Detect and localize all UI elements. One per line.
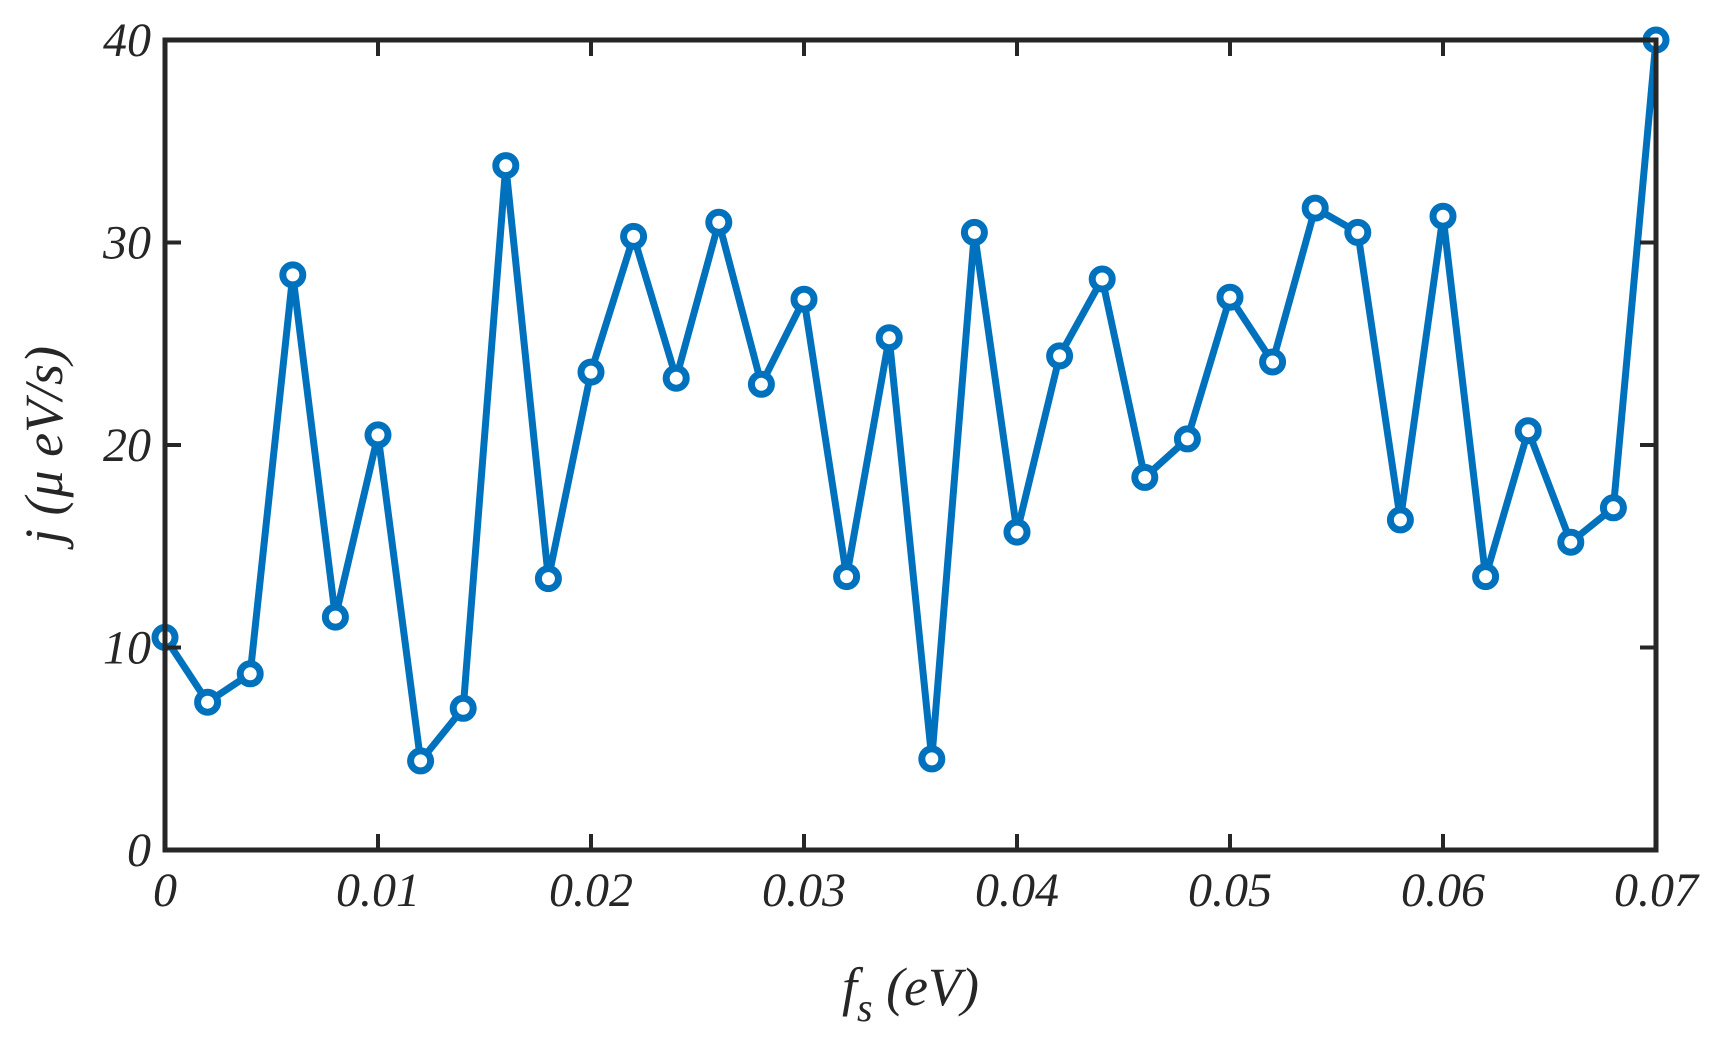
data-point <box>1599 494 1627 522</box>
data-point <box>449 694 477 722</box>
x-tick-label: 0.04 <box>975 864 1059 917</box>
y-tick-label: 10 <box>103 622 151 675</box>
data-point <box>492 152 520 180</box>
data-point <box>1472 563 1500 591</box>
x-tick-label: 0.05 <box>1188 864 1272 917</box>
data-point <box>662 364 690 392</box>
data-point <box>620 222 648 250</box>
x-tick-label: 0.01 <box>336 864 420 917</box>
data-point <box>1429 202 1457 230</box>
axes: 0 0.01 0.02 0.03 0.04 0.05 0.06 0.07 0 10 20 30 40 <box>102 14 1700 917</box>
x-tick-label: 0.07 <box>1614 864 1700 917</box>
data-point <box>833 563 861 591</box>
data-point <box>790 285 818 313</box>
data-point <box>1557 528 1585 556</box>
data-point <box>960 218 988 246</box>
data-point <box>194 688 222 716</box>
data-point <box>1514 417 1542 445</box>
plot-area <box>151 26 1670 775</box>
data-point <box>364 421 392 449</box>
data-point <box>534 565 562 593</box>
data-point <box>1344 218 1372 246</box>
x-axis-label: fs (eV) <box>842 957 979 1030</box>
data-point <box>875 324 903 352</box>
data-point <box>747 370 775 398</box>
data-point <box>407 747 435 775</box>
data-point <box>1131 463 1159 491</box>
series-line <box>161 36 1660 765</box>
data-point <box>1046 342 1074 370</box>
data-point <box>279 261 307 289</box>
x-tick-label: 0.06 <box>1401 864 1485 917</box>
y-tick-label: 40 <box>103 14 151 67</box>
y-tick-label: 30 <box>102 217 151 270</box>
x-axis-label-unit: (eV) <box>873 957 979 1017</box>
data-point <box>321 603 349 631</box>
data-point <box>1173 425 1201 453</box>
data-point <box>705 208 733 236</box>
data-point <box>1301 194 1329 222</box>
data-point <box>236 660 264 688</box>
plot-frame <box>162 37 1659 853</box>
data-point <box>1003 518 1031 546</box>
axis-labels: fs (eV) j (μ eV/s) <box>14 346 979 1030</box>
data-point <box>918 745 946 773</box>
x-tick-label: 0 <box>153 864 177 917</box>
x-tick-label: 0.03 <box>762 864 846 917</box>
data-point <box>1259 348 1287 376</box>
y-tick-label: 20 <box>103 419 151 472</box>
y-axis-label: j (μ eV/s) <box>14 346 74 550</box>
data-point <box>1386 506 1414 534</box>
data-point <box>577 358 605 386</box>
data-point <box>1216 283 1244 311</box>
x-tick-label: 0.02 <box>549 864 633 917</box>
y-tick-label: 0 <box>127 824 151 877</box>
x-axis-label-subscript: s <box>857 985 873 1030</box>
data-point <box>1088 265 1116 293</box>
